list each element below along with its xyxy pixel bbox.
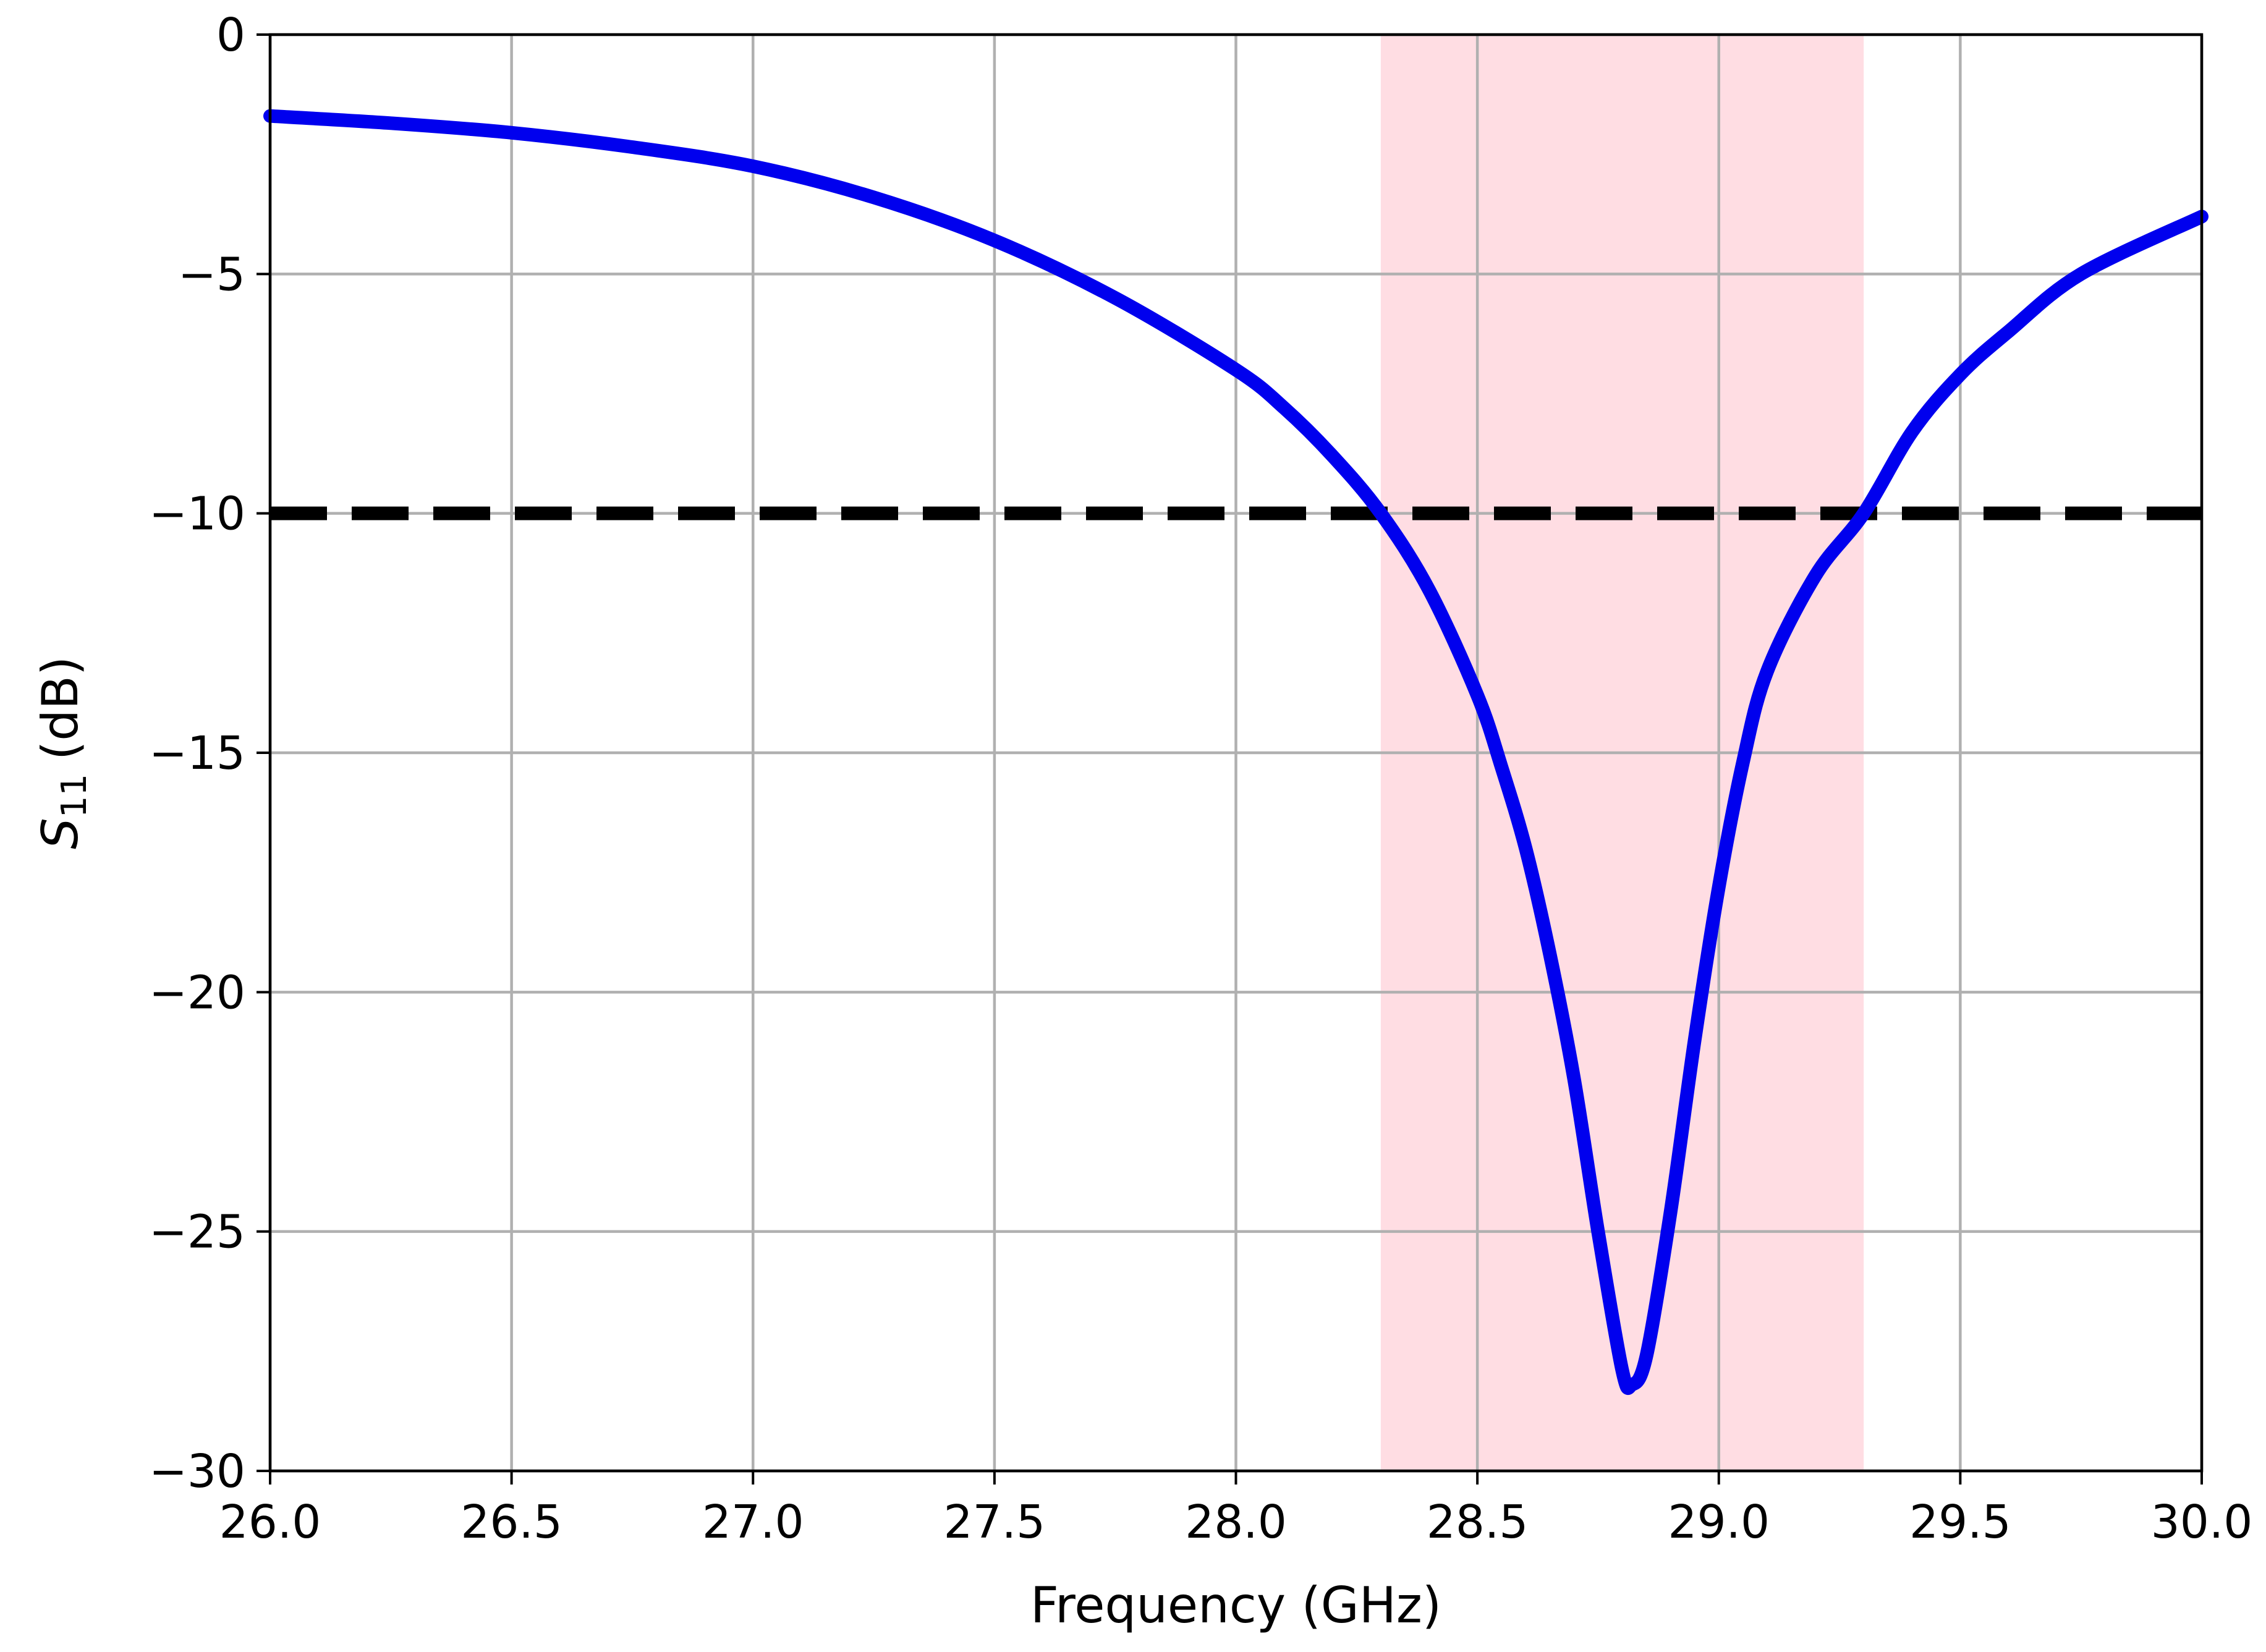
series-layer: [263, 109, 2209, 1396]
x-tick-label: 27.0: [702, 1496, 804, 1549]
y-tick-label: 0: [216, 9, 245, 62]
y-axis-title-subscript: 11: [54, 774, 95, 818]
y-axis-title-symbol: S: [32, 818, 89, 849]
x-axis-title: Frequency (GHz): [1030, 1577, 1441, 1634]
y-tick-label: −15: [149, 727, 245, 780]
y-tick-label: −5: [178, 248, 245, 301]
y-axis-title: S11 (dB): [32, 656, 95, 849]
y-tick-label: −10: [149, 488, 245, 541]
x-tick-label: 29.5: [1909, 1496, 2011, 1549]
x-tick-label: 27.5: [943, 1496, 1045, 1549]
x-tick-label: 30.0: [2151, 1496, 2253, 1549]
tick-layer: 26.0 26.5 27.0 27.5 28.0 28.5 29.0 29.5 30.0 0 −5 −…: [149, 9, 2253, 1549]
y-tick-label: −30: [149, 1445, 245, 1498]
y-axis-title-unit: (dB): [32, 656, 89, 760]
s11-series-line: [263, 109, 2209, 1396]
x-tick-label: 26.5: [460, 1496, 562, 1549]
x-tick-label: 29.0: [1668, 1496, 1770, 1549]
x-tick-label: 28.5: [1427, 1496, 1529, 1549]
x-tick-label: 28.0: [1185, 1496, 1287, 1549]
y-tick-label: −25: [149, 1206, 245, 1259]
y-tick-label: −20: [149, 966, 245, 1019]
x-tick-label: 26.0: [219, 1496, 321, 1549]
